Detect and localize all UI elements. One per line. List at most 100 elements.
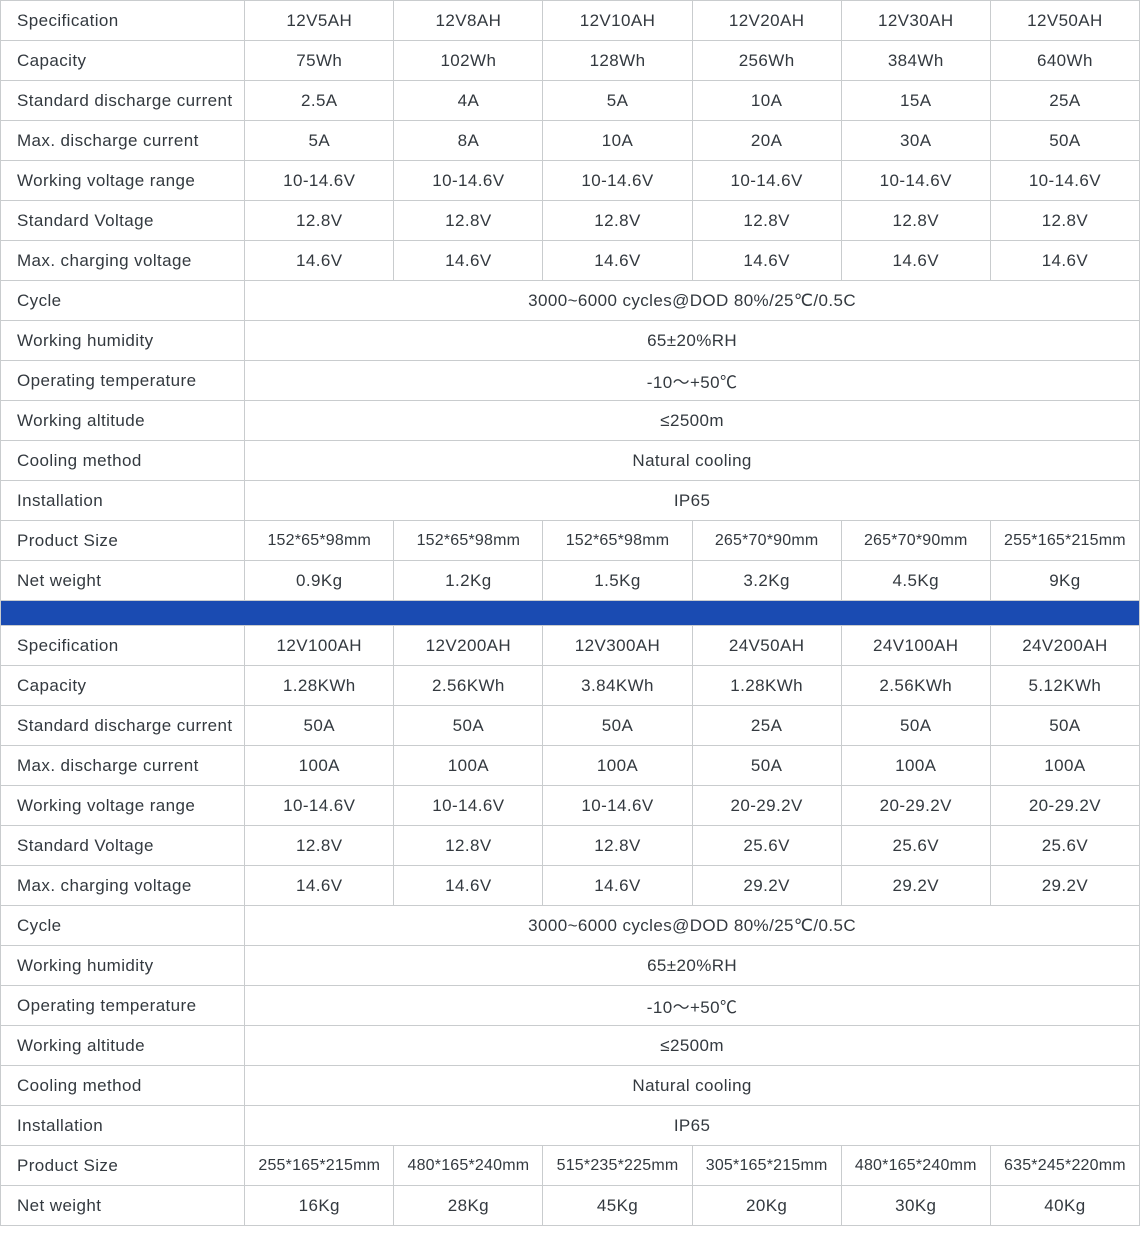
cell: 384Wh xyxy=(841,41,990,81)
cell: 255*165*215mm xyxy=(245,1146,394,1186)
row-label: Standard discharge current xyxy=(1,706,245,746)
col-header: 24V200AH xyxy=(990,626,1139,666)
cell-span: Natural cooling xyxy=(245,1066,1140,1106)
table-row: Cooling method Natural cooling xyxy=(1,1066,1140,1106)
row-label: Max. discharge current xyxy=(1,746,245,786)
col-header: 12V30AH xyxy=(841,1,990,41)
cell: 12.8V xyxy=(990,201,1139,241)
cell: 10A xyxy=(692,81,841,121)
cell: 29.2V xyxy=(692,866,841,906)
cell: 635*245*220mm xyxy=(990,1146,1139,1186)
table-row: Specification 12V5AH 12V8AH 12V10AH 12V2… xyxy=(1,1,1140,41)
col-header: 12V100AH xyxy=(245,626,394,666)
cell: 20Kg xyxy=(692,1186,841,1226)
cell: 3.2Kg xyxy=(692,561,841,601)
table-row: Specification 12V100AH 12V200AH 12V300AH… xyxy=(1,626,1140,666)
row-label: Working voltage range xyxy=(1,786,245,826)
cell-span: ≤2500m xyxy=(245,401,1140,441)
row-label: Installation xyxy=(1,1106,245,1146)
cell: 4A xyxy=(394,81,543,121)
cell: 29.2V xyxy=(990,866,1139,906)
cell: 5A xyxy=(245,121,394,161)
cell: 255*165*215mm xyxy=(990,521,1139,561)
cell: 14.6V xyxy=(245,241,394,281)
cell: 2.56KWh xyxy=(394,666,543,706)
cell: 128Wh xyxy=(543,41,692,81)
table-row: Net weight 0.9Kg 1.2Kg 1.5Kg 3.2Kg 4.5Kg… xyxy=(1,561,1140,601)
cell: 10-14.6V xyxy=(990,161,1139,201)
cell-span: 65±20%RH xyxy=(245,321,1140,361)
cell: 4.5Kg xyxy=(841,561,990,601)
cell: 14.6V xyxy=(394,866,543,906)
table-row: Standard discharge current 50A 50A 50A 2… xyxy=(1,706,1140,746)
cell: 10A xyxy=(543,121,692,161)
cell: 2.5A xyxy=(245,81,394,121)
col-header: 12V50AH xyxy=(990,1,1139,41)
cell: 10-14.6V xyxy=(394,161,543,201)
cell: 152*65*98mm xyxy=(543,521,692,561)
col-header: 24V50AH xyxy=(692,626,841,666)
cell: 14.6V xyxy=(841,241,990,281)
spec-sheet: Specification 12V5AH 12V8AH 12V10AH 12V2… xyxy=(0,0,1140,1226)
cell-span: 3000~6000 cycles@DOD 80%/25℃/0.5C xyxy=(245,281,1140,321)
table-row: Working altitude ≤2500m xyxy=(1,401,1140,441)
table-row: Max. charging voltage 14.6V 14.6V 14.6V … xyxy=(1,241,1140,281)
cell: 2.56KWh xyxy=(841,666,990,706)
row-label: Specification xyxy=(1,1,245,41)
cell: 14.6V xyxy=(692,241,841,281)
cell: 152*65*98mm xyxy=(245,521,394,561)
table-row: Working voltage range 10-14.6V 10-14.6V … xyxy=(1,786,1140,826)
row-label: Operating temperature xyxy=(1,361,245,401)
cell: 256Wh xyxy=(692,41,841,81)
cell: 30A xyxy=(841,121,990,161)
table-row: Working humidity 65±20%RH xyxy=(1,321,1140,361)
cell: 25.6V xyxy=(841,826,990,866)
table-row: Net weight 16Kg 28Kg 45Kg 20Kg 30Kg 40Kg xyxy=(1,1186,1140,1226)
cell: 100A xyxy=(394,746,543,786)
cell: 3.84KWh xyxy=(543,666,692,706)
col-header: 24V100AH xyxy=(841,626,990,666)
cell: 10-14.6V xyxy=(245,161,394,201)
row-label: Max. charging voltage xyxy=(1,241,245,281)
cell-span: -10～+50℃ xyxy=(245,361,1140,401)
cell: 100A xyxy=(841,746,990,786)
col-header: 12V300AH xyxy=(543,626,692,666)
cell: 12.8V xyxy=(841,201,990,241)
cell: 102Wh xyxy=(394,41,543,81)
cell: 50A xyxy=(990,121,1139,161)
cell: 16Kg xyxy=(245,1186,394,1226)
cell: 10-14.6V xyxy=(692,161,841,201)
cell: 25.6V xyxy=(692,826,841,866)
row-label: Specification xyxy=(1,626,245,666)
cell: 1.28KWh xyxy=(692,666,841,706)
table-row: Max. charging voltage 14.6V 14.6V 14.6V … xyxy=(1,866,1140,906)
row-label: Capacity xyxy=(1,666,245,706)
cell: 50A xyxy=(394,706,543,746)
table-row: Standard Voltage 12.8V 12.8V 12.8V 25.6V… xyxy=(1,826,1140,866)
table-row: Standard discharge current 2.5A 4A 5A 10… xyxy=(1,81,1140,121)
cell: 10-14.6V xyxy=(543,161,692,201)
cell: 40Kg xyxy=(990,1186,1139,1226)
row-label: Cycle xyxy=(1,281,245,321)
row-label: Net weight xyxy=(1,561,245,601)
cell: 20A xyxy=(692,121,841,161)
cell: 100A xyxy=(543,746,692,786)
table-row: Max. discharge current 5A 8A 10A 20A 30A… xyxy=(1,121,1140,161)
cell: 1.5Kg xyxy=(543,561,692,601)
cell: 12.8V xyxy=(692,201,841,241)
cell-span: Natural cooling xyxy=(245,441,1140,481)
cell: 12.8V xyxy=(394,201,543,241)
table-row: Installation IP65 xyxy=(1,1106,1140,1146)
row-label: Standard discharge current xyxy=(1,81,245,121)
cell: 10-14.6V xyxy=(394,786,543,826)
cell-span: -10～+50℃ xyxy=(245,986,1140,1026)
cell: 75Wh xyxy=(245,41,394,81)
cell: 28Kg xyxy=(394,1186,543,1226)
row-label: Max. charging voltage xyxy=(1,866,245,906)
col-header: 12V20AH xyxy=(692,1,841,41)
row-label: Cycle xyxy=(1,906,245,946)
cell: 14.6V xyxy=(245,866,394,906)
row-label: Installation xyxy=(1,481,245,521)
row-label: Standard Voltage xyxy=(1,201,245,241)
cell: 14.6V xyxy=(394,241,543,281)
